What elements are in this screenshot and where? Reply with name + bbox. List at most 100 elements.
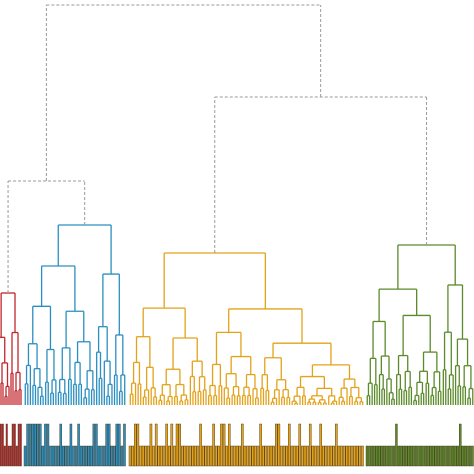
- track-cell-146: [370, 445, 374, 467]
- track-cell-161: [407, 445, 410, 467]
- track-cell-64: [154, 423, 158, 467]
- track-cell-26: [54, 445, 57, 467]
- track-cell-107: [267, 445, 270, 467]
- track-cell-11: [15, 445, 18, 467]
- track-cell-110: [275, 423, 278, 467]
- track-cell-54: [128, 445, 132, 467]
- cluster-track: [0, 423, 474, 467]
- track-cell-176: [444, 445, 447, 467]
- track-cell-151: [382, 445, 386, 467]
- track-cell-100: [248, 445, 252, 467]
- track-cell-108: [269, 445, 273, 467]
- track-cell-10: [13, 423, 16, 467]
- track-cell-139: [350, 445, 354, 467]
- track-cell-33: [72, 445, 75, 467]
- track-cell-144: [365, 445, 369, 467]
- track-cell-154: [390, 445, 393, 467]
- track-cell-114: [285, 445, 288, 467]
- track-cell-121: [303, 445, 307, 467]
- track-cell-84: [207, 445, 210, 467]
- track-cell-70: [170, 423, 174, 467]
- track-cell-133: [335, 423, 338, 467]
- track-cell-91: [225, 445, 228, 467]
- track-cell-166: [419, 445, 423, 467]
- track-cell-63: [152, 445, 155, 467]
- track-cell-13: [19, 423, 22, 467]
- track-cell-69: [167, 445, 171, 467]
- track-cell-43: [97, 445, 101, 467]
- track-cell-74: [181, 445, 184, 467]
- track-cell-22: [44, 423, 47, 467]
- track-cell-132: [332, 445, 335, 467]
- track-cell-127: [319, 423, 322, 467]
- track-cell-14: [23, 445, 27, 467]
- track-cell-58: [139, 445, 142, 467]
- track-cell-19: [36, 423, 39, 467]
- track-cell-164: [414, 445, 418, 467]
- track-cell-62: [149, 423, 153, 467]
- track-cell-97: [241, 423, 244, 467]
- track-cell-149: [378, 445, 381, 467]
- track-cell-171: [432, 445, 435, 467]
- track-cell-158: [400, 445, 403, 467]
- track-cell-168: [424, 445, 428, 467]
- track-cell-3: [0, 423, 2, 467]
- track-cell-88: [217, 445, 221, 467]
- track-cell-66: [160, 445, 163, 467]
- track-cell-162: [409, 445, 413, 467]
- track-cell-18: [34, 423, 37, 467]
- track-cell-174: [439, 445, 442, 467]
- track-cell-104: [259, 423, 262, 467]
- track-cell-145: [368, 445, 371, 467]
- track-cell-25: [51, 445, 55, 467]
- track-cell-175: [441, 445, 445, 467]
- track-cell-55: [131, 445, 134, 467]
- track-cell-116: [290, 445, 294, 467]
- track-cell-16: [28, 423, 32, 467]
- track-cell-181: [456, 445, 459, 467]
- track-cell-59: [141, 445, 145, 467]
- track-cell-120: [301, 445, 304, 467]
- track-cell-78: [191, 445, 194, 467]
- track-cell-152: [385, 445, 388, 467]
- track-cell-34: [74, 445, 78, 467]
- track-cell-183: [461, 445, 464, 467]
- track-cell-75: [183, 445, 187, 467]
- track-cell-148: [375, 445, 378, 467]
- track-cell-180: [454, 445, 457, 467]
- track-cell-115: [288, 423, 291, 467]
- track-cell-24: [49, 445, 52, 467]
- track-cell-140: [353, 445, 356, 467]
- track-cell-136: [342, 445, 346, 467]
- track-cell-125: [314, 445, 317, 467]
- track-cell-119: [298, 423, 302, 467]
- track-cell-6: [5, 423, 8, 467]
- track-cell-46: [105, 423, 108, 467]
- track-cell-86: [212, 423, 215, 467]
- track-cell-28: [59, 423, 62, 467]
- track-cell-83: [204, 445, 208, 467]
- track-cell-27: [56, 445, 60, 467]
- track-cell-134: [337, 445, 341, 467]
- track-cell-9: [11, 423, 14, 467]
- track-cell-38: [84, 445, 88, 467]
- track-cell-124: [311, 445, 315, 467]
- track-cell-32: [69, 423, 73, 467]
- track-cell-135: [340, 445, 343, 467]
- track-cell-76: [186, 445, 189, 467]
- track-cell-30: [64, 445, 68, 467]
- track-cell-79: [194, 445, 197, 467]
- track-cell-95: [235, 445, 239, 467]
- track-cell-165: [417, 445, 420, 467]
- track-cell-36: [79, 445, 83, 467]
- track-cell-160: [405, 445, 408, 467]
- track-cell-15: [26, 423, 29, 467]
- track-cell-142: [358, 445, 362, 467]
- track-cell-80: [196, 445, 200, 467]
- track-cell-65: [157, 445, 161, 467]
- track-cell-96: [238, 445, 241, 467]
- track-cell-159: [402, 445, 405, 467]
- track-cell-68: [165, 423, 168, 467]
- track-cell-8: [9, 445, 12, 467]
- track-cell-111: [277, 423, 281, 467]
